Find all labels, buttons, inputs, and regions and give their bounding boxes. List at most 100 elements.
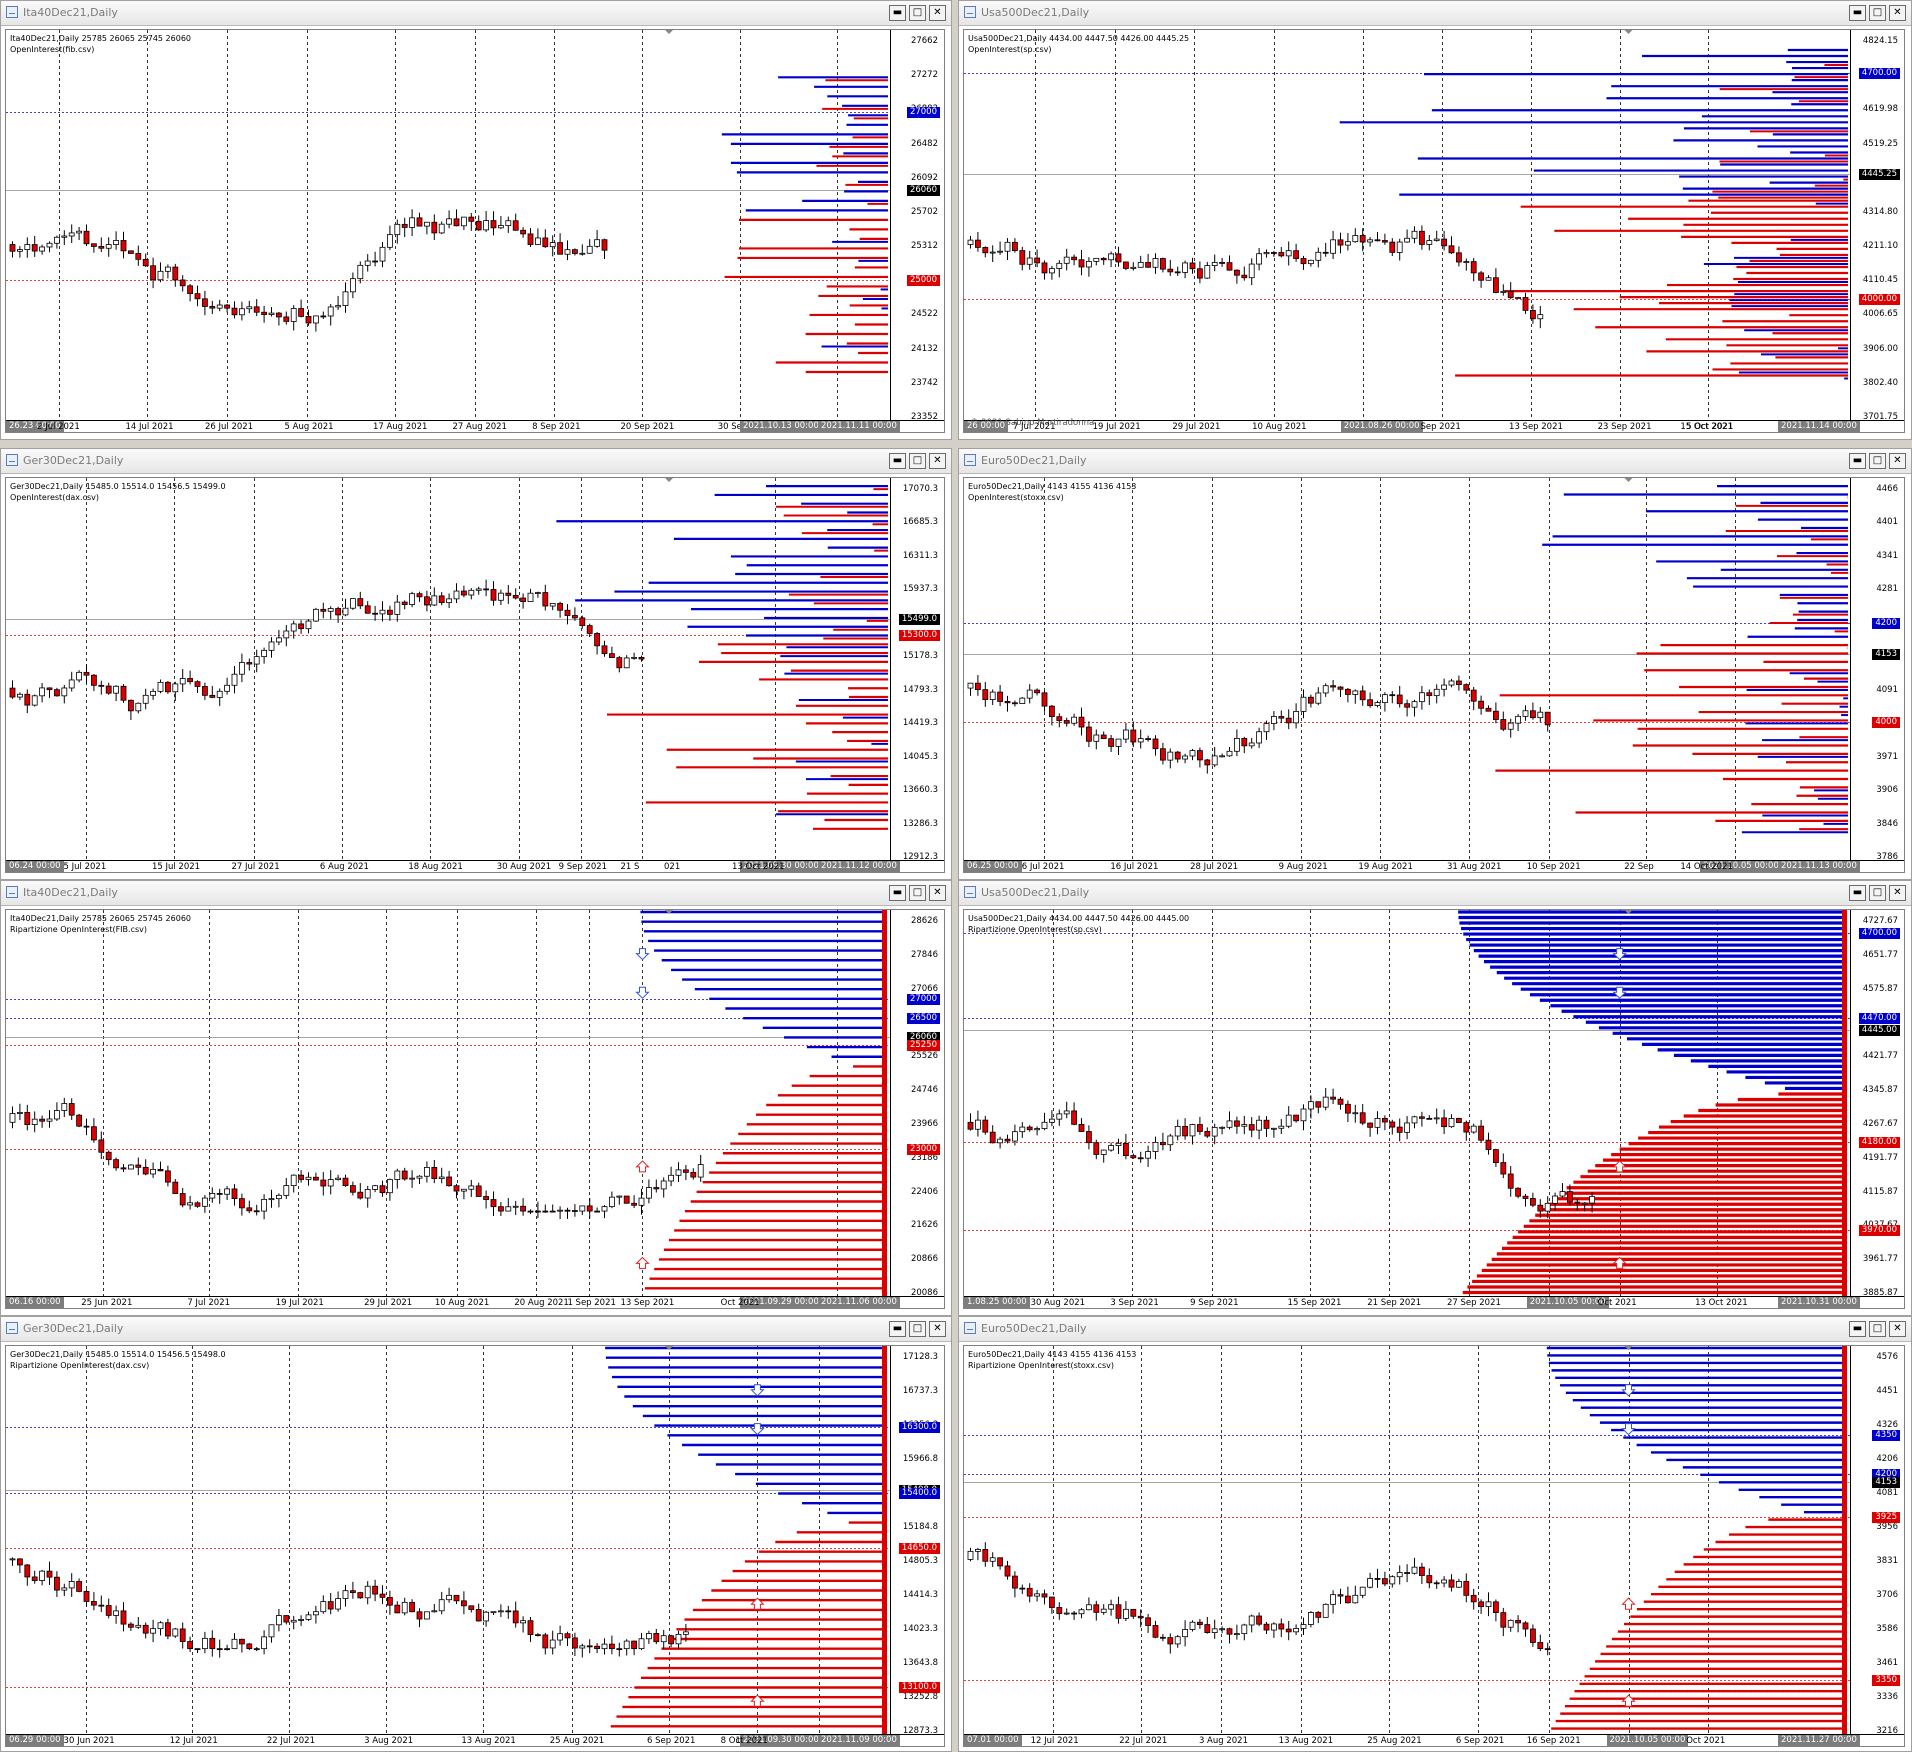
bearish-candle <box>989 1131 996 1144</box>
bearish-candle <box>982 689 989 700</box>
bearish-candle <box>631 1202 637 1206</box>
bullish-candle <box>1448 680 1455 686</box>
chart-plot-area[interactable]: Usa500Dec21,Daily 4434.00 4447.50 4426.0… <box>963 29 1905 433</box>
maximize-button[interactable]: □ <box>1869 885 1886 901</box>
maximize-button[interactable]: □ <box>1869 453 1886 469</box>
bearish-candle <box>1078 1123 1085 1132</box>
symbol-ohlc: Ita40Dec21,Daily 25785 26065 25745 26060 <box>10 34 191 43</box>
chart-plot-area[interactable]: Ger30Dec21,Daily 15485.0 15514.0 15456.5… <box>5 477 945 873</box>
maximize-button[interactable]: □ <box>909 1321 926 1337</box>
arrow-up-icon <box>1612 1160 1627 1173</box>
bullish-candle <box>209 1193 216 1199</box>
chart-plot-area[interactable]: Ger30Dec21,Daily 15485.0 15514.0 15456.5… <box>5 1345 945 1747</box>
minimize-button[interactable]: ▬ <box>1849 5 1866 21</box>
bearish-candle <box>616 1648 623 1651</box>
chart-shift-marker[interactable] <box>665 1346 673 1350</box>
bearish-candle <box>1315 1612 1322 1618</box>
chart-window-euro50-oi[interactable]: Euro50Dec21,Daily ▬ □ ✕ Euro50Dec21,Dail… <box>958 448 1912 880</box>
close-button[interactable]: ✕ <box>929 885 946 901</box>
maximize-button[interactable]: □ <box>1869 5 1886 21</box>
chart-plot-area[interactable]: Euro50Dec21,Daily 4143 4155 4136 4153 Rip… <box>963 1345 1905 1747</box>
minimize-button[interactable]: ▬ <box>889 5 906 21</box>
bearish-candle <box>668 1635 674 1645</box>
time-tick-label: 15 Sep 2021 <box>1287 1298 1342 1308</box>
bullish-candle <box>68 232 75 237</box>
bullish-candle <box>460 216 467 227</box>
chart-plot-area[interactable]: Ita40Dec21,Daily 25785 26065 25745 26060… <box>5 909 945 1309</box>
minimize-button[interactable]: ▬ <box>1849 885 1866 901</box>
maximize-button[interactable]: □ <box>909 453 926 469</box>
bullish-candle <box>357 264 364 280</box>
close-button[interactable]: ✕ <box>1889 5 1906 21</box>
price-tick-label: 4576 <box>1876 1352 1898 1362</box>
chart-shift-marker[interactable] <box>1624 1346 1633 1350</box>
bullish-candle <box>1241 1624 1248 1635</box>
bullish-candle <box>1004 241 1011 252</box>
bearish-candle <box>653 1633 660 1643</box>
window-titlebar[interactable]: Ita40Dec21,Daily ▬ □ ✕ <box>1 881 951 906</box>
minimize-button[interactable]: ▬ <box>1849 1321 1866 1337</box>
price-tick-label: 4575.87 <box>1862 983 1898 994</box>
bearish-candle <box>179 1628 186 1642</box>
time-tick-label: 10 Aug 2021 <box>1252 422 1307 432</box>
price-tick-label: 3336 <box>1876 1692 1898 1702</box>
minimize-button[interactable]: ▬ <box>889 885 906 901</box>
chart-plot-area[interactable]: Euro50Dec21,Daily 4143 4155 4136 4153 Ope… <box>963 477 1905 873</box>
chart-window-usa500-oi-distribution[interactable]: Usa500Dec21,Daily ▬ □ ✕ Usa500Dec21,Dail… <box>958 880 1912 1316</box>
bullish-candle <box>586 245 593 254</box>
time-tick-label: 26 Jul 2021 <box>205 422 254 432</box>
window-titlebar[interactable]: Usa500Dec21,Daily ▬ □ ✕ <box>959 1 1911 26</box>
window-titlebar[interactable]: Usa500Dec21,Daily ▬ □ ✕ <box>959 881 1911 906</box>
chart-plot-area[interactable]: Usa500Dec21,Daily 4434.00 4447.50 4426.0… <box>963 909 1905 1309</box>
chart-window-ita40-oi[interactable]: Ita40Dec21,Daily ▬ □ ✕ Ita40Dec21,Daily … <box>0 0 952 440</box>
price-tick-label: 3961.77 <box>1862 1254 1898 1265</box>
chart-shift-marker[interactable] <box>1624 30 1633 34</box>
price-tick-label: 23966 <box>910 1118 938 1129</box>
chart-shift-marker[interactable] <box>665 478 673 482</box>
bearish-candle <box>142 1166 149 1175</box>
bearish-candle <box>1433 1582 1440 1585</box>
bearish-candle <box>1278 252 1285 257</box>
minimize-button[interactable]: ▬ <box>1849 453 1866 469</box>
window-titlebar[interactable]: Ita40Dec21,Daily ▬ □ ✕ <box>1 1 951 26</box>
bearish-candle <box>997 1557 1003 1567</box>
chart-plot-area[interactable]: Ita40Dec21,Daily 25785 26065 25745 26060… <box>5 29 945 433</box>
bullish-candle <box>1012 1131 1018 1142</box>
chart-window-euro50-oi-distribution[interactable]: Euro50Dec21,Daily ▬ □ ✕ Euro50Dec21,Dail… <box>958 1316 1912 1752</box>
price-tick-label: 3706 <box>1876 1590 1898 1600</box>
window-titlebar[interactable]: Euro50Dec21,Daily ▬ □ ✕ <box>959 1317 1911 1342</box>
chart-window-ger30-oi[interactable]: Ger30Dec21,Daily ▬ □ ✕ Ger30Dec21,Daily … <box>0 448 952 880</box>
bearish-candle <box>468 216 475 222</box>
chart-window-icon <box>964 1322 976 1334</box>
close-button[interactable]: ✕ <box>1889 453 1906 469</box>
time-tick-label: Oct 2021 <box>1597 1298 1637 1308</box>
chart-window-ita40-oi-distribution[interactable]: Ita40Dec21,Daily ▬ □ ✕ Ita40Dec21,Daily … <box>0 880 952 1316</box>
chart-window-usa500-oi[interactable]: Usa500Dec21,Daily ▬ □ ✕ Usa500Dec21,Dail… <box>958 0 1912 440</box>
bullish-candle <box>1182 755 1189 760</box>
minimize-button[interactable]: ▬ <box>889 1321 906 1337</box>
chart-shift-marker[interactable] <box>665 30 673 34</box>
window-titlebar[interactable]: Ger30Dec21,Daily ▬ □ ✕ <box>1 449 951 474</box>
bullish-candle <box>1270 1127 1277 1130</box>
bearish-candle <box>1056 1607 1063 1614</box>
close-button[interactable]: ✕ <box>929 1321 946 1337</box>
chart-shift-marker[interactable] <box>665 910 673 914</box>
window-titlebar[interactable]: Ger30Dec21,Daily ▬ □ ✕ <box>1 1317 951 1342</box>
maximize-button[interactable]: □ <box>1869 1321 1886 1337</box>
close-button[interactable]: ✕ <box>1889 885 1906 901</box>
close-button[interactable]: ✕ <box>929 453 946 469</box>
close-button[interactable]: ✕ <box>1889 1321 1906 1337</box>
chart-window-icon <box>6 1322 18 1334</box>
chart-shift-marker[interactable] <box>1624 910 1633 914</box>
close-button[interactable]: ✕ <box>929 5 946 21</box>
bullish-candle <box>1137 738 1144 743</box>
bullish-candle <box>660 1180 667 1190</box>
minimize-button[interactable]: ▬ <box>889 453 906 469</box>
window-titlebar[interactable]: Euro50Dec21,Daily ▬ □ ✕ <box>959 449 1911 474</box>
chart-shift-marker[interactable] <box>1624 478 1633 482</box>
bearish-candle <box>349 1590 356 1594</box>
maximize-button[interactable]: □ <box>909 885 926 901</box>
chart-window-ger30-oi-distribution[interactable]: Ger30Dec21,Daily ▬ □ ✕ Ger30Dec21,Daily … <box>0 1316 952 1752</box>
bullish-candle <box>261 649 268 658</box>
maximize-button[interactable]: □ <box>909 5 926 21</box>
